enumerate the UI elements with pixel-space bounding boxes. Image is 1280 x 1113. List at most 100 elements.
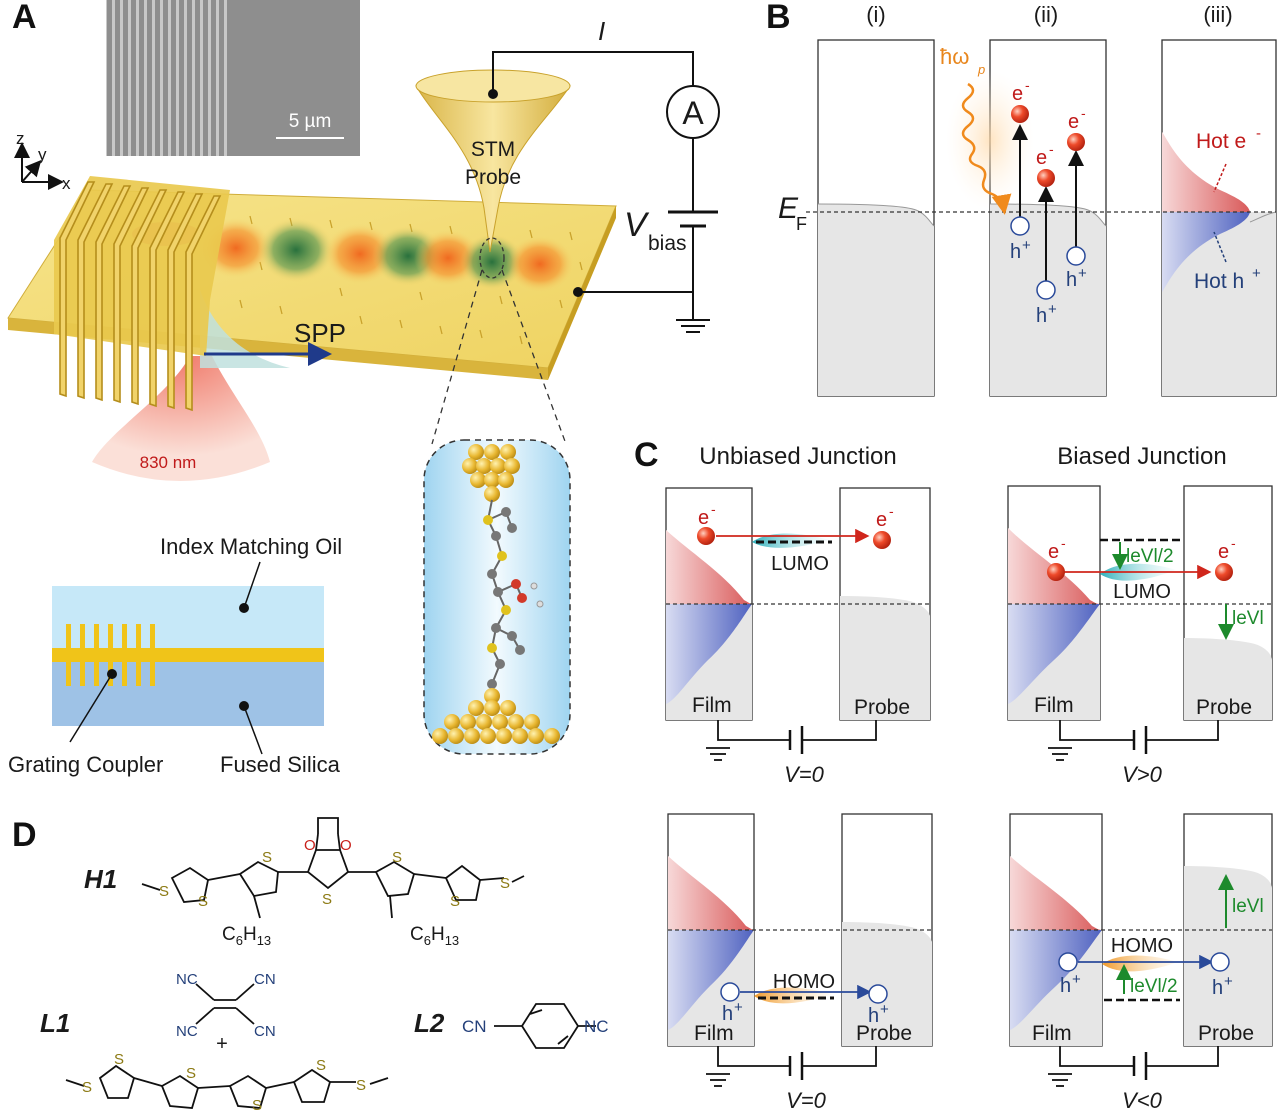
grating-label: Grating Coupler [8, 752, 163, 777]
c4-h-left-plus: + [1072, 971, 1081, 988]
c6h13-left: C6H13 [222, 924, 271, 948]
c2-ev: leVl [1232, 608, 1264, 629]
excitation-arrows [1012, 124, 1084, 284]
c2-half-ev: leVl/2 [1126, 546, 1174, 567]
electron-2 [1037, 169, 1055, 187]
h1-s3: S [262, 849, 272, 866]
tcne-nc-top: NC [176, 971, 198, 988]
c6h13-right: C6H13 [410, 924, 459, 948]
film-contact-dot [573, 287, 583, 297]
e-minus-2: - [1049, 141, 1054, 157]
silica-label: Fused Silica [220, 752, 341, 777]
unbiased-title: Unbiased Junction [699, 443, 896, 470]
c1-e-left-minus: - [711, 501, 716, 517]
c3-h-left: h [722, 1003, 733, 1025]
ef-label: E [778, 192, 799, 225]
hot-e-pointer [1213, 163, 1227, 193]
vbias-label: V [624, 206, 650, 244]
c4-homo-label: HOMO [1111, 935, 1173, 957]
zoom-line-right [501, 269, 567, 445]
tcne-cn-top: CN [254, 971, 276, 988]
vbias-subscript: bias [648, 232, 687, 255]
c4-h-right: h [1212, 977, 1223, 999]
panel-b: B (i) (ii) (iii) E F [766, 0, 1277, 397]
biased-title: Biased Junction [1057, 443, 1226, 470]
current-label: I [598, 16, 605, 46]
panel-c: C Unbiased Junction Biased Junction e [634, 436, 1273, 1113]
molecular-junction-inset [423, 439, 571, 755]
photon-wave [946, 70, 1034, 215]
q-s2: S [114, 1051, 124, 1068]
h1-o1: O [304, 837, 316, 854]
col-ii-label: (ii) [1034, 2, 1058, 27]
q-s5: S [316, 1057, 326, 1074]
c3-homo-label: HOMO [773, 971, 835, 993]
h1-s5: S [392, 849, 402, 866]
h1-s7: S [500, 875, 510, 892]
h-label-2: h [1036, 305, 1047, 327]
c3-h-right-plus: + [880, 1001, 889, 1018]
c1-film-label: Film [692, 694, 732, 717]
h-label-1: h [1010, 241, 1021, 263]
stm-label-2: Probe [465, 166, 521, 189]
c2-e-left-minus: - [1061, 535, 1066, 551]
axis-y-label: y [38, 145, 47, 164]
q-s3: S [186, 1065, 196, 1082]
q-s6: S [356, 1077, 366, 1094]
c3-probe-label: Probe [856, 1022, 912, 1045]
c4-film-label: Film [1032, 1022, 1072, 1045]
quaterthiophene [65, 1064, 389, 1109]
h-label-3: h [1066, 269, 1077, 291]
l2-nc: NC [584, 1017, 609, 1036]
c3-voltage-label: V=0 [786, 1088, 827, 1113]
l1-plus: + [216, 1033, 228, 1055]
c2-film-label: Film [1034, 694, 1074, 717]
c2-voltage-label: V>0 [1122, 762, 1163, 787]
c1-e-left: e [698, 507, 709, 529]
sem-scale-label: 5 µm [289, 111, 332, 132]
panel-a: A 5 µm z y x 830 nm [7, 0, 720, 777]
electron-1 [1011, 105, 1029, 123]
hole-1 [1010, 216, 1030, 236]
hot-h-plus: + [1252, 265, 1261, 282]
c-unbiased-homo [667, 813, 933, 1087]
ef-subscript: F [796, 214, 807, 234]
h1-o2: O [340, 837, 352, 854]
stm-label-1: STM [471, 138, 515, 161]
c-biased-lumo [1007, 485, 1273, 761]
c4-h-left: h [1060, 975, 1071, 997]
hot-e-label: Hot e [1196, 130, 1246, 153]
tcne-structure [195, 983, 255, 1025]
c1-lumo-label: LUMO [771, 553, 829, 575]
c4-half-ev: leVl/2 [1130, 976, 1178, 997]
h1-s4: S [322, 891, 332, 908]
ammeter [666, 85, 720, 139]
tcne-nc-bottom: NC [176, 1023, 198, 1040]
h1-s1: S [159, 883, 169, 900]
q-s1: S [82, 1079, 92, 1096]
c3-h-right: h [868, 1005, 879, 1027]
e-label-3: e [1068, 111, 1079, 133]
l2-cn: CN [462, 1017, 487, 1036]
c2-lumo-label: LUMO [1113, 581, 1171, 603]
hot-e-minus: - [1256, 125, 1261, 142]
laser-label: 830 nm [140, 453, 197, 472]
tip-cluster [462, 444, 520, 502]
col-i-label: (i) [866, 2, 886, 27]
electron-3 [1067, 133, 1085, 151]
c2-e-right-minus: - [1231, 535, 1236, 551]
circuit-wires [492, 51, 718, 333]
c1-e-right-minus: - [889, 503, 894, 519]
h1-structure [141, 817, 525, 919]
h1-label: H1 [84, 864, 117, 894]
laser-beam [92, 356, 270, 481]
sem-inset: 5 µm [106, 0, 360, 156]
h-plus-3: + [1078, 265, 1087, 282]
h1-s6: S [450, 893, 460, 910]
hot-h-label: Hot h [1194, 270, 1244, 293]
panel-a-letter: A [12, 0, 37, 36]
e-label-2: e [1036, 147, 1047, 169]
axis-x-label: x [62, 174, 71, 193]
ammeter-label: A [682, 95, 704, 131]
